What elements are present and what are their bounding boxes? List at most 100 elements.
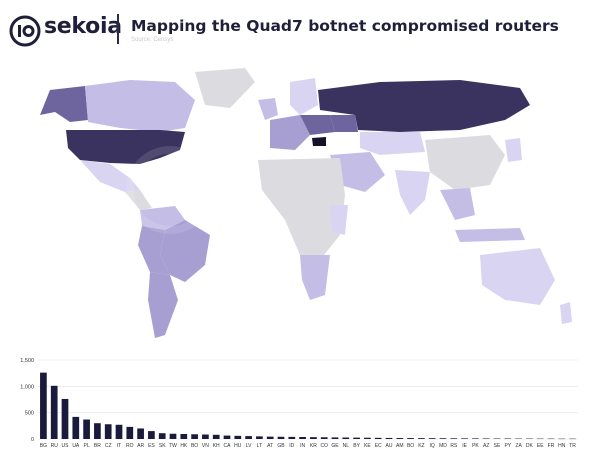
x-tick-label: KZ bbox=[418, 443, 424, 449]
region-canada bbox=[85, 80, 195, 132]
region-colombia-venezuela bbox=[140, 206, 185, 230]
x-tick-label: HN bbox=[558, 443, 566, 449]
region-russia bbox=[318, 80, 530, 132]
bar-az bbox=[482, 438, 490, 439]
x-tick-label: AZ bbox=[483, 443, 489, 449]
x-tick-label: TR bbox=[569, 443, 576, 449]
region-central-africa bbox=[262, 190, 345, 260]
region-new-zealand bbox=[560, 302, 572, 324]
bar-au bbox=[385, 437, 393, 439]
x-tick-label: CA bbox=[224, 443, 232, 449]
region-japan-korea bbox=[505, 138, 522, 162]
bar-ie bbox=[461, 438, 468, 439]
bar-nl bbox=[342, 437, 350, 439]
x-tick-label: BY bbox=[353, 443, 360, 449]
x-tick-label: IE bbox=[462, 443, 467, 449]
bar-gb bbox=[277, 436, 285, 439]
x-tick-label: LV bbox=[246, 443, 252, 449]
x-tick-label: AM bbox=[396, 443, 404, 449]
x-tick-label: AR bbox=[137, 443, 144, 449]
region-indonesia bbox=[455, 228, 525, 242]
bar-es bbox=[148, 431, 155, 439]
bar-lv bbox=[245, 436, 252, 439]
bar-am bbox=[396, 438, 404, 439]
x-tick-label: GE bbox=[331, 443, 339, 449]
x-tick-label: US bbox=[62, 443, 70, 449]
region-scandinavia bbox=[290, 78, 318, 115]
x-tick-label: PY bbox=[504, 443, 511, 449]
x-tick-label: IQ bbox=[430, 443, 435, 449]
watermark-logo bbox=[126, 146, 214, 234]
bar-id bbox=[288, 436, 296, 439]
page-title: Mapping the Quad7 botnet compromised rou… bbox=[131, 17, 559, 35]
x-tick-label: RS bbox=[450, 443, 458, 449]
region-middle-east bbox=[330, 152, 385, 192]
x-tick-label: AU bbox=[386, 443, 393, 449]
bar-kz bbox=[418, 438, 425, 439]
header-divider bbox=[117, 14, 119, 44]
bar-co bbox=[320, 437, 328, 439]
source-note: Source: Censys bbox=[131, 37, 174, 43]
brand-name: sekoia bbox=[44, 14, 122, 39]
x-tick-label: HK bbox=[180, 443, 188, 449]
region-brazil bbox=[160, 220, 210, 282]
bar-lt bbox=[256, 436, 263, 439]
x-tick-label: KR bbox=[310, 443, 317, 449]
region-central-america bbox=[125, 190, 152, 210]
bar-md bbox=[439, 438, 447, 439]
region-kazakhstan bbox=[360, 132, 425, 155]
bar-pl bbox=[83, 419, 90, 439]
x-tick-label: GB bbox=[277, 443, 285, 449]
region-argentina-chile bbox=[148, 272, 178, 338]
x-tick-label: ID bbox=[289, 443, 294, 449]
region-western-europe bbox=[270, 115, 310, 150]
bar-hu bbox=[234, 435, 242, 439]
bar-ec bbox=[374, 437, 382, 439]
bar-ge bbox=[331, 437, 339, 439]
x-tick-label: VN bbox=[202, 443, 209, 449]
x-tick-label: UA bbox=[72, 443, 80, 449]
x-tick-label: CO bbox=[320, 443, 328, 449]
x-tick-label: KH bbox=[213, 443, 220, 449]
x-tick-label: FR bbox=[548, 443, 555, 449]
x-tick-label: BR bbox=[94, 443, 101, 449]
bar-bo bbox=[407, 438, 414, 439]
bar-ar bbox=[137, 428, 144, 439]
x-tick-label: AT bbox=[267, 443, 273, 449]
x-tick-label: TW bbox=[169, 443, 177, 449]
x-tick-label: SE bbox=[494, 443, 501, 449]
bar-rs bbox=[450, 438, 458, 439]
bar-us bbox=[61, 398, 69, 439]
x-tick-label: CZ bbox=[105, 443, 112, 449]
region-usa bbox=[66, 130, 185, 164]
bar-ro bbox=[126, 426, 134, 439]
x-tick-label: BG bbox=[40, 443, 47, 449]
region-bulgaria bbox=[312, 137, 326, 146]
region-ukraine bbox=[330, 115, 358, 132]
bar-by bbox=[353, 437, 360, 439]
x-tick-label: SK bbox=[159, 443, 166, 449]
x-tick-label: EC bbox=[375, 443, 382, 449]
region-north-africa bbox=[258, 158, 345, 200]
bar-sk bbox=[158, 433, 166, 439]
header: sekoia Mapping the Quad7 botnet compromi… bbox=[0, 0, 599, 52]
region-india bbox=[395, 170, 430, 215]
bar-ca bbox=[223, 435, 231, 439]
region-greenland bbox=[195, 68, 255, 108]
x-tick-label: KE bbox=[364, 443, 371, 449]
x-tick-label: NL bbox=[343, 443, 350, 449]
x-tick-label: BO bbox=[191, 443, 198, 449]
x-tick-label: ZA bbox=[515, 443, 522, 449]
y-tick-label: 500 bbox=[25, 411, 34, 417]
bar-kh bbox=[212, 434, 220, 439]
x-tick-label: HU bbox=[234, 443, 242, 449]
bar-chart: 0 500 1,000 1,500 BG RU US UA PL BR CZ IT RO AR ES SK TW… bbox=[20, 358, 578, 449]
x-tick-label: EE bbox=[537, 443, 544, 449]
x-tick-label: BO bbox=[407, 443, 414, 449]
y-tick-label: 0 bbox=[31, 437, 34, 443]
bar-pk bbox=[472, 438, 479, 439]
bar-br bbox=[94, 423, 101, 439]
bar-iq bbox=[428, 438, 436, 439]
region-peru-bolivia bbox=[138, 226, 170, 275]
bar-ke bbox=[364, 437, 371, 439]
